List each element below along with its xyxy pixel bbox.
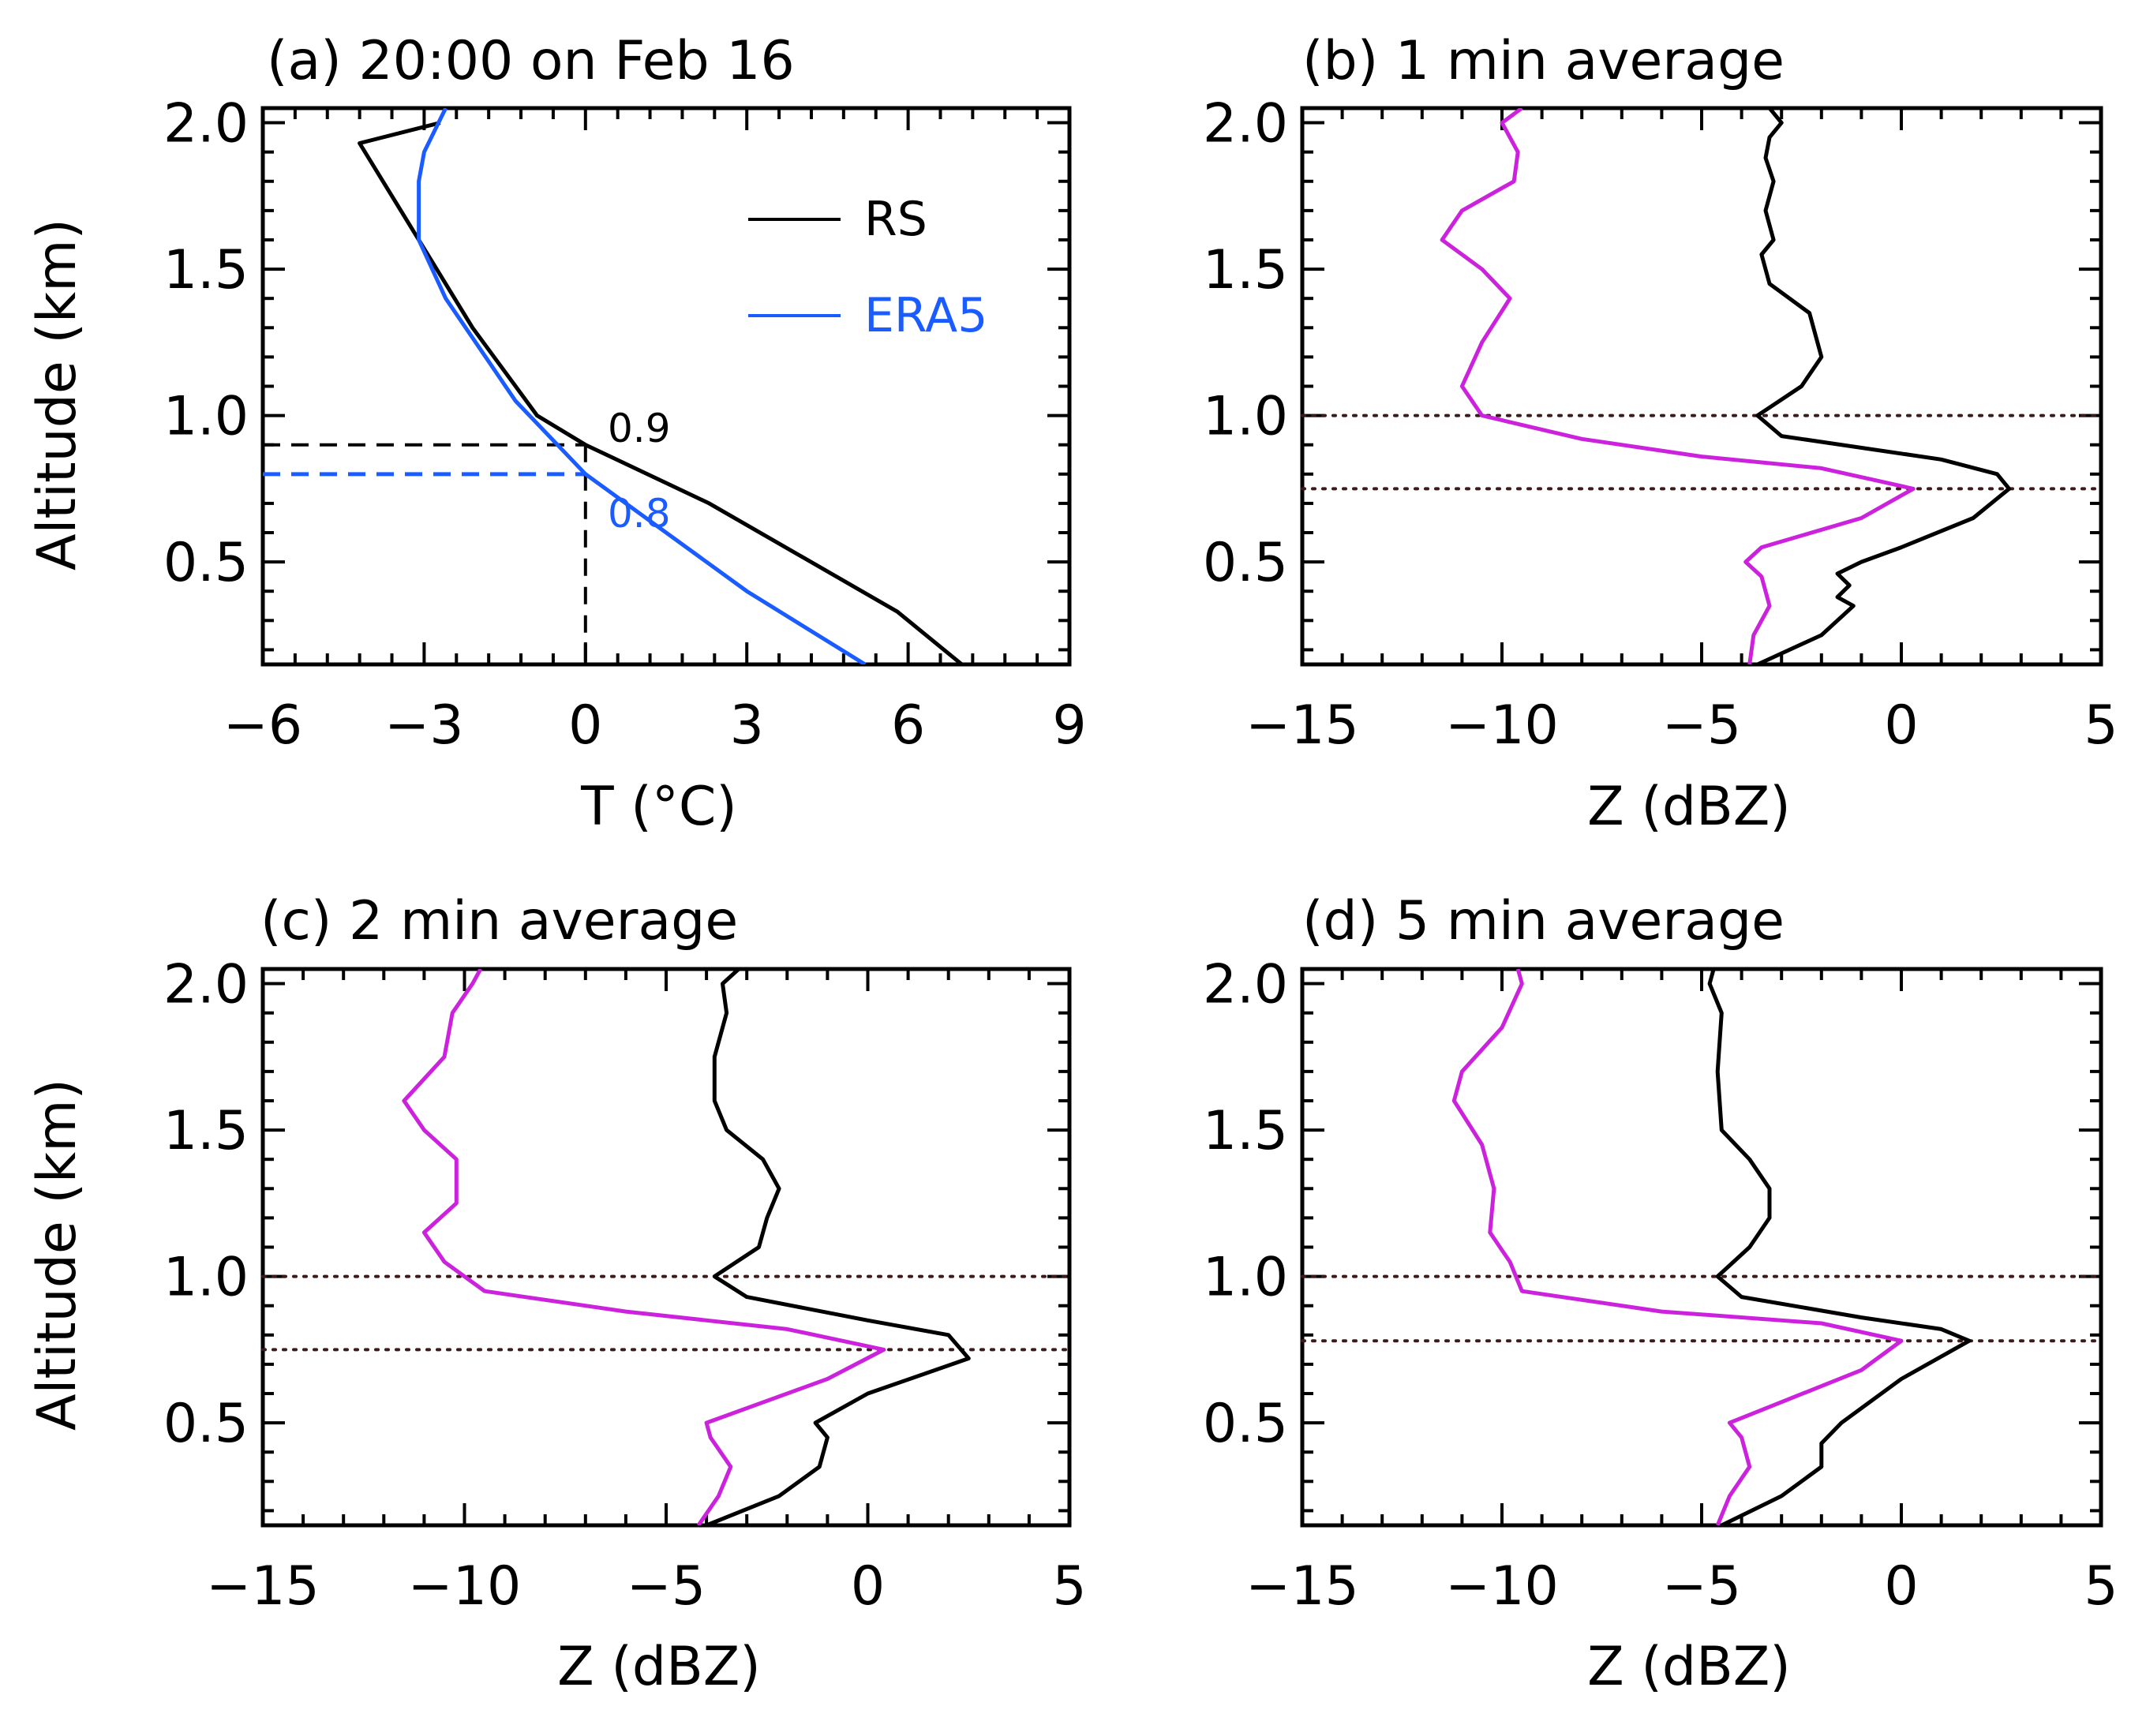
x-tick-label: −5 bbox=[1662, 1555, 1741, 1618]
y-tick-label: 2.0 bbox=[1203, 93, 1288, 155]
x-tick-label: −6 bbox=[223, 694, 302, 757]
y-tick-label: 0.5 bbox=[163, 532, 249, 594]
x-tick-label: 0 bbox=[851, 1555, 885, 1618]
x-tick-label: −10 bbox=[1445, 694, 1559, 757]
x-tick-label: 3 bbox=[730, 694, 764, 757]
x-tick-label: 6 bbox=[891, 694, 925, 757]
y-tick-label: 1.0 bbox=[1203, 386, 1288, 448]
y-tick-label: 1.5 bbox=[163, 239, 249, 301]
y-tick-label: 2.0 bbox=[163, 954, 249, 1016]
panel-a-frame bbox=[260, 106, 1072, 667]
y-tick-label: 1.0 bbox=[163, 1247, 249, 1309]
x-tick-label: −15 bbox=[1245, 1555, 1359, 1618]
x-tick-label: −15 bbox=[206, 1555, 320, 1618]
y-tick-label: 1.0 bbox=[163, 386, 249, 448]
panel-c-ylabel: Altitude (km) bbox=[26, 1079, 88, 1431]
y-tick-label: 1.5 bbox=[1203, 239, 1288, 301]
y-tick-label: 1.5 bbox=[1203, 1100, 1288, 1162]
series-era5-line bbox=[417, 108, 867, 664]
series-line-1 bbox=[1707, 969, 1972, 1525]
x-tick-label: −5 bbox=[627, 1555, 706, 1618]
panel-d-frame bbox=[1300, 967, 2103, 1528]
series-line-1 bbox=[706, 969, 971, 1525]
x-tick-label: 5 bbox=[2084, 1555, 2118, 1618]
panel-c-xlabel: Z (dBZ) bbox=[557, 1636, 761, 1698]
panel-a-ylabel: Altitude (km) bbox=[26, 219, 88, 571]
x-tick-label: −3 bbox=[384, 694, 463, 757]
panel-c-frame bbox=[260, 967, 1072, 1528]
x-tick-label: −5 bbox=[1662, 694, 1741, 757]
x-tick-label: 0 bbox=[568, 694, 602, 757]
series-line-2 bbox=[1451, 969, 1904, 1525]
y-tick-label: 0.5 bbox=[1203, 1393, 1288, 1455]
y-tick-label: 1.5 bbox=[163, 1100, 249, 1162]
x-tick-label: −10 bbox=[1445, 1555, 1559, 1618]
series-rs-line bbox=[358, 121, 964, 664]
legend-era5-label: ERA5 bbox=[864, 288, 987, 343]
x-tick-label: 5 bbox=[2084, 694, 2118, 757]
legend-rs-label: RS bbox=[864, 192, 927, 247]
panel-b-xlabel: Z (dBZ) bbox=[1587, 776, 1791, 838]
panel-b-title: (b) 1 min average bbox=[1302, 30, 1785, 92]
panel-a-title: (a) 20:00 on Feb 16 bbox=[267, 30, 795, 92]
x-tick-label: 0 bbox=[1884, 1555, 1918, 1618]
panel-c-2min-reflectivity: (c) 2 min average Z (dBZ) Altitude (km) … bbox=[26, 890, 1087, 1698]
y-tick-label: 1.0 bbox=[1203, 1247, 1288, 1309]
y-tick-label: 0.5 bbox=[163, 1393, 249, 1455]
y-tick-label: 2.0 bbox=[1203, 954, 1288, 1016]
panel-d-5min-reflectivity: (d) 5 min average Z (dBZ) −15 −10 −5 0 5 0.5 1… bbox=[1203, 890, 2118, 1698]
panel-d-title: (d) 5 min average bbox=[1302, 890, 1785, 952]
series-line-2 bbox=[402, 969, 886, 1525]
annotation-rs-melting-level: 0.9 bbox=[608, 406, 671, 451]
y-tick-label: 0.5 bbox=[1203, 532, 1288, 594]
x-tick-label: 9 bbox=[1052, 694, 1086, 757]
series-line-2 bbox=[1440, 108, 1916, 664]
panel-b-1min-reflectivity: (b) 1 min average Z (dBZ) −15 −10 −5 0 5 0.5 1… bbox=[1203, 30, 2118, 838]
panel-a-xlabel: T (°C) bbox=[580, 776, 737, 838]
x-tick-label: −15 bbox=[1245, 694, 1359, 757]
panel-c-title: (c) 2 min average bbox=[260, 890, 738, 952]
series-line-1 bbox=[1755, 108, 2012, 664]
y-tick-label: 2.0 bbox=[163, 93, 249, 155]
x-tick-label: 5 bbox=[1052, 1555, 1086, 1618]
x-tick-label: −10 bbox=[408, 1555, 522, 1618]
panel-a-temperature-profile: (a) 20:00 on Feb 16 T (°C) Altitude (km)… bbox=[26, 30, 1087, 838]
panel-d-xlabel: Z (dBZ) bbox=[1587, 1636, 1791, 1698]
x-tick-label: 0 bbox=[1884, 694, 1918, 757]
panel-b-frame bbox=[1300, 106, 2103, 667]
